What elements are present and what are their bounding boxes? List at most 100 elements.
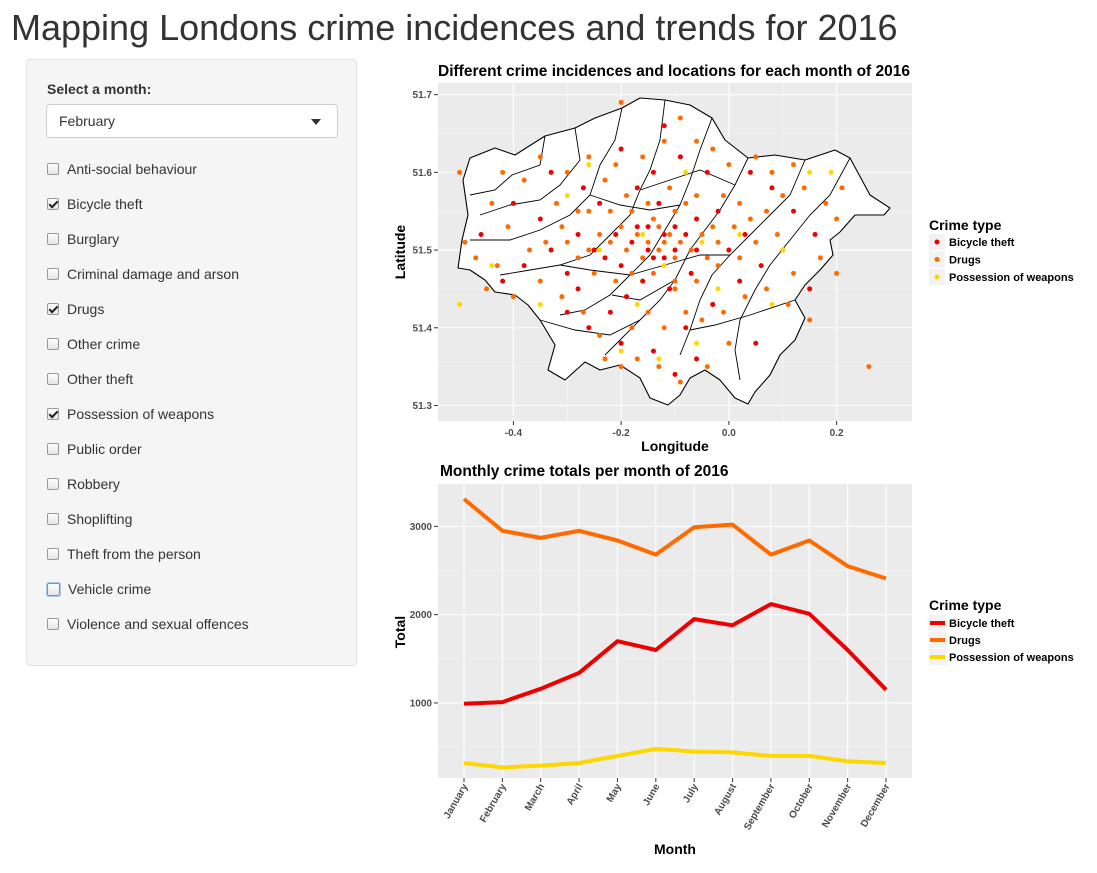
crime-type-checkbox-item[interactable]: Other theft <box>47 369 133 389</box>
map-point <box>656 247 662 253</box>
line-x-tick-label: December <box>859 782 893 829</box>
series-line <box>463 746 887 770</box>
map-point <box>834 270 840 276</box>
map-point <box>764 286 770 292</box>
crime-type-checkbox-item[interactable]: Theft from the person <box>47 544 201 564</box>
crime-type-checkbox-item[interactable]: Burglary <box>47 229 119 249</box>
map-point <box>694 340 700 346</box>
line-y-tick-label: 3000 <box>410 522 433 533</box>
borough-boundaries <box>469 99 851 381</box>
map-point <box>629 325 635 331</box>
map-point <box>489 200 495 206</box>
map-point <box>812 232 818 238</box>
checkbox[interactable] <box>47 408 59 420</box>
line-gridlines <box>438 484 912 778</box>
checkbox[interactable] <box>47 233 59 245</box>
map-point <box>866 364 872 370</box>
map-point <box>602 356 608 362</box>
line-legend-label: Drugs <box>949 635 981 647</box>
map-point <box>650 255 656 261</box>
crime-type-checkbox-item[interactable]: Anti-social behaviour <box>47 159 197 179</box>
crime-type-checkbox-item[interactable]: Possession of weapons <box>47 404 214 424</box>
map-point <box>672 224 678 230</box>
map-legend-label: Possession of weapons <box>949 272 1074 284</box>
map-point <box>607 239 613 245</box>
map-point <box>737 278 743 284</box>
line-x-tick-label: March <box>523 782 547 813</box>
map-point <box>457 169 463 175</box>
checkbox[interactable] <box>47 618 59 630</box>
checkbox-label: Drugs <box>67 301 105 317</box>
map-point <box>645 247 651 253</box>
map-point <box>694 278 700 284</box>
crime-type-checkbox-item[interactable]: Violence and sexual offences <box>47 614 249 634</box>
checkbox[interactable] <box>47 198 59 210</box>
crime-type-checkbox-item[interactable]: Shoplifting <box>47 509 132 529</box>
checkbox[interactable] <box>47 268 59 280</box>
line-series <box>462 497 888 770</box>
crime-type-checkbox-item[interactable]: Vehicle crime <box>47 579 151 599</box>
crime-type-checkbox-item[interactable]: Bicycle theft <box>47 194 142 214</box>
map-point <box>537 216 543 222</box>
map-point <box>672 208 678 214</box>
map-chart: Different crime incidences and locations… <box>392 63 1074 454</box>
map-y-axis-title: Latitude <box>392 225 408 280</box>
crime-type-checkbox-item[interactable]: Robbery <box>47 474 120 494</box>
map-point <box>613 162 619 168</box>
map-point <box>500 169 506 175</box>
map-point <box>677 239 683 245</box>
map-points <box>457 99 872 385</box>
map-x-axis-title: Longitude <box>641 438 709 454</box>
map-point <box>694 356 700 362</box>
map-point <box>661 255 667 261</box>
map-point <box>537 154 543 160</box>
map-point <box>650 169 656 175</box>
map-point <box>650 348 656 354</box>
map-point <box>774 232 780 238</box>
checkbox[interactable] <box>47 443 59 455</box>
series-line <box>463 602 888 706</box>
checkbox-label: Anti-social behaviour <box>67 161 197 177</box>
map-point <box>791 208 796 214</box>
chevron-down-icon[interactable] <box>311 119 321 125</box>
checkbox[interactable] <box>47 478 59 490</box>
map-point <box>791 162 796 168</box>
checkbox[interactable] <box>47 513 59 525</box>
map-point <box>618 348 624 354</box>
map-point <box>510 294 516 300</box>
map-point <box>575 208 581 214</box>
map-y-tick-label: 51.7 <box>413 90 433 101</box>
map-point <box>645 309 651 315</box>
map-point <box>715 208 721 214</box>
map-point <box>758 263 764 269</box>
checkbox[interactable] <box>47 303 59 315</box>
line-legend-label: Possession of weapons <box>949 652 1074 664</box>
crime-type-checkbox-item[interactable]: Criminal damage and arson <box>47 264 239 284</box>
map-point <box>715 239 721 245</box>
checkbox[interactable] <box>47 548 59 560</box>
map-point <box>710 146 716 152</box>
map-point <box>731 224 737 230</box>
line-y-axis-title: Total <box>392 616 408 648</box>
checkbox[interactable] <box>47 338 59 350</box>
checkbox[interactable] <box>47 163 59 175</box>
map-point <box>575 232 581 238</box>
checkbox[interactable] <box>47 373 59 385</box>
checkbox[interactable] <box>47 582 60 596</box>
crime-type-checkbox-item[interactable]: Public order <box>47 439 142 459</box>
map-point <box>618 364 624 370</box>
map-point <box>586 162 592 168</box>
map-point <box>667 286 673 292</box>
month-select[interactable]: February <box>46 104 338 138</box>
checkbox-label: Possession of weapons <box>67 406 215 422</box>
crime-type-checkbox-item[interactable]: Drugs <box>47 299 104 319</box>
crime-type-checkbox-item[interactable]: Other crime <box>47 334 140 354</box>
map-point <box>780 247 786 253</box>
line-x-tick-label: April <box>565 782 586 807</box>
map-point <box>645 224 651 230</box>
map-point <box>650 216 656 222</box>
map-x-tick-label: -0.2 <box>613 428 631 439</box>
map-point <box>801 185 807 191</box>
map-y-tick-label: 51.3 <box>413 401 433 412</box>
map-point <box>834 216 840 222</box>
